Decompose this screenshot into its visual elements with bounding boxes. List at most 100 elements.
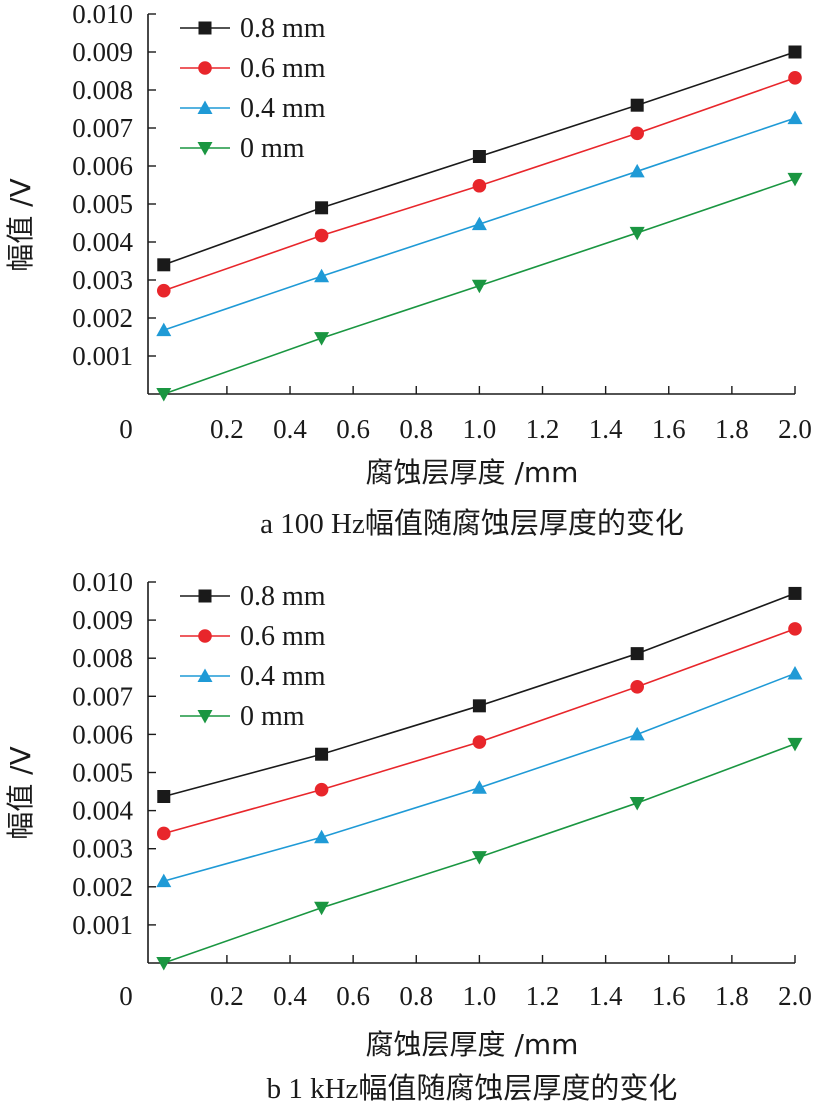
x-tick-label: 0.2 (210, 981, 244, 1011)
y-tick-label: 0.005 (72, 758, 133, 788)
data-point (157, 258, 171, 272)
data-point (472, 699, 486, 713)
x-tick-label: 1.8 (715, 414, 749, 444)
data-point (157, 790, 171, 804)
data-point (629, 796, 645, 811)
x-tick-label: 0.4 (273, 414, 307, 444)
legend-item: 0.4 mm (180, 661, 326, 692)
legend-label: 0 mm (240, 701, 305, 732)
data-point (788, 45, 802, 59)
legend-label: 0.8 mm (240, 581, 326, 612)
x-tick-label: 1.2 (526, 981, 560, 1011)
x-tick-label: 1.0 (463, 981, 497, 1011)
y-axis-title: 幅值 /V (4, 746, 37, 840)
x-tick-label: 0.2 (210, 414, 244, 444)
chart-a-100hz: 0.001 0.002 0.003 0.004 0.005 0.006 0.007 0.008… (4, 0, 812, 540)
y-tick-label: 0.001 (72, 910, 133, 940)
x-tick-label: 1.4 (589, 981, 623, 1011)
chart-caption: b 1 kHz幅值随腐蚀层厚度的变化 (267, 1072, 678, 1105)
legend-item: 0.6 mm (180, 621, 326, 652)
x-axis-title: 腐蚀层厚度 /mm (366, 1028, 579, 1061)
data-point (788, 586, 802, 600)
y-tick-label: 0.010 (72, 567, 133, 597)
data-point (472, 150, 486, 163)
data-point (629, 726, 645, 741)
data-point (472, 178, 487, 193)
legend-label: 0.8 mm (240, 13, 326, 44)
data-point (156, 826, 171, 841)
data-point (156, 322, 172, 337)
data-point (788, 622, 802, 636)
x-tick-label: 0.6 (336, 414, 370, 444)
data-point (156, 957, 172, 971)
legend-marker (197, 142, 213, 156)
data-point (315, 747, 329, 761)
y-tick-label: 0.004 (72, 227, 133, 257)
y-tick-label: 0.010 (72, 0, 133, 29)
legend-label: 0.6 mm (240, 53, 326, 84)
legend-item: 0 mm (180, 701, 305, 732)
legend-label: 0.4 mm (240, 661, 326, 692)
legend-label: 0.6 mm (240, 621, 326, 652)
legend-item: 0.8 mm (180, 13, 326, 44)
data-point (315, 201, 329, 215)
x-tick-label: 2.0 (778, 414, 812, 444)
data-point (788, 71, 802, 85)
series-0-mm (156, 737, 803, 971)
data-point (787, 110, 803, 125)
legend-marker (198, 21, 212, 35)
legend: 0.8 mm 0.6 mm 0.4 mm 0 mm (180, 13, 326, 164)
data-point (156, 283, 171, 298)
y-tick-label: 0.002 (72, 872, 133, 902)
data-point (629, 226, 645, 241)
legend-item: 0.6 mm (180, 53, 326, 84)
x-tick-label: 0.4 (273, 981, 307, 1011)
series-0.6-mm (156, 71, 802, 298)
legend-marker (197, 668, 213, 682)
data-point (629, 163, 645, 178)
data-point (314, 268, 330, 283)
data-point (471, 780, 487, 794)
y-tick-label: 0.007 (72, 113, 133, 143)
data-point (630, 647, 644, 661)
data-point (471, 279, 487, 294)
data-point (630, 126, 644, 141)
x-tick-label: 2.0 (778, 981, 812, 1011)
series-0.4-mm (156, 665, 803, 888)
data-point (787, 172, 803, 187)
x-tick-label: 1.6 (652, 981, 686, 1011)
x-tick-label: 1.6 (652, 414, 686, 444)
series-0.6-mm (156, 622, 802, 841)
x-axis-title: 腐蚀层厚度 /mm (366, 456, 579, 489)
series-0-mm (156, 172, 803, 402)
series-0.4-mm (156, 110, 803, 337)
origin-label: 0 (119, 414, 133, 444)
data-point (787, 737, 803, 752)
legend-item: 0 mm (180, 133, 305, 164)
legend-marker (198, 61, 212, 75)
data-point (630, 98, 644, 112)
y-tick-label: 0.006 (72, 719, 133, 749)
data-point (314, 332, 330, 346)
legend-item: 0.8 mm (180, 581, 326, 612)
chart-caption: a 100 Hz幅值随腐蚀层厚度的变化 (260, 507, 684, 540)
data-point (314, 829, 330, 844)
y-tick-label: 0.004 (72, 796, 133, 826)
y-tick-label: 0.005 (72, 189, 133, 219)
data-point (471, 216, 487, 231)
y-tick-label: 0.008 (72, 75, 133, 105)
legend-marker (198, 629, 212, 643)
chart-b-1khz: 0.001 0.002 0.003 0.004 0.005 0.006 0.007 0.008… (4, 567, 812, 1105)
data-point (314, 901, 330, 916)
series-0.8-mm (157, 45, 802, 272)
x-tick-label: 0.8 (399, 414, 433, 444)
y-tick-label: 0.008 (72, 643, 133, 673)
y-axis-title: 幅值 /V (4, 178, 37, 272)
y-tick-label: 0.001 (72, 341, 133, 371)
origin-label: 0 (119, 981, 133, 1011)
data-point (156, 388, 172, 402)
data-point (156, 873, 172, 888)
y-tick-label: 0.006 (72, 151, 133, 181)
legend-label: 0.4 mm (240, 93, 326, 124)
